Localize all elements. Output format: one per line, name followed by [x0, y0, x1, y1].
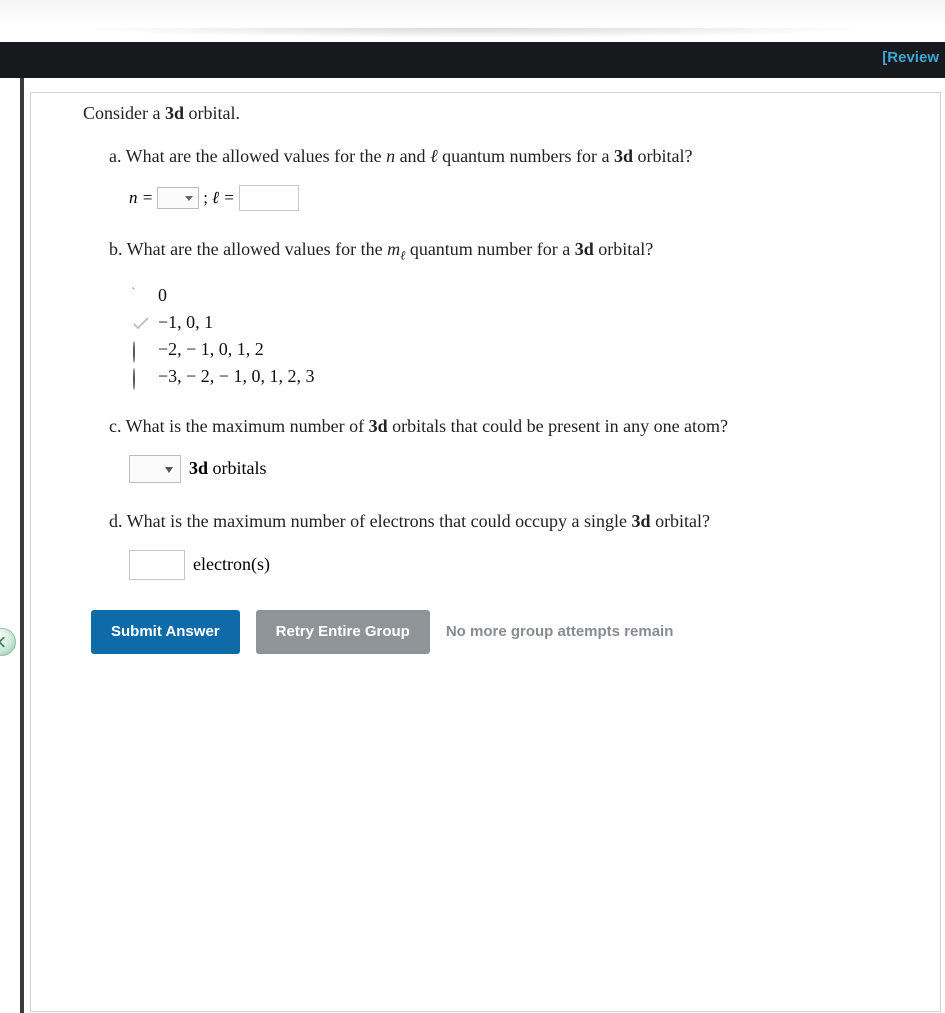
left-rail: [0, 78, 20, 1013]
pd-orb: 3d: [632, 511, 651, 531]
review-link[interactable]: [Review: [882, 49, 939, 66]
option-label: −1, 0, 1: [158, 312, 213, 333]
action-row: Submit Answer Retry Entire Group No more…: [91, 610, 912, 654]
separator: ;: [203, 188, 208, 208]
pb-t1: b. What are the allowed values for the: [109, 239, 387, 259]
orbital-unit: 3d orbitals: [189, 458, 267, 479]
pb-m: m: [387, 239, 400, 259]
radio-option-2[interactable]: −2, − 1, 0, 1, 2: [133, 336, 912, 363]
part-b-text: b. What are the allowed values for the m…: [109, 239, 912, 264]
unit-text: orbitals: [208, 458, 267, 478]
radio-option-0[interactable]: ` 0: [133, 282, 912, 309]
retry-button[interactable]: Retry Entire Group: [256, 610, 430, 654]
part-d-text: d. What is the maximum number of electro…: [109, 511, 912, 532]
orbital-count-select[interactable]: [129, 455, 181, 483]
electron-count-input[interactable]: [129, 550, 185, 580]
option-label: −2, − 1, 0, 1, 2: [158, 339, 264, 360]
pd-t1: d. What is the maximum number of electro…: [109, 511, 632, 531]
pa-n: n: [386, 146, 395, 166]
pa-orb: 3d: [614, 146, 633, 166]
pc-t2: orbitals that could be present in any on…: [388, 416, 728, 436]
radio-indicator: [133, 369, 148, 384]
pb-t2: quantum number for a: [405, 239, 574, 259]
radio-indicator: [133, 342, 148, 357]
unit-orb: 3d: [189, 458, 208, 478]
pc-orb: 3d: [369, 416, 388, 436]
pd-t2: orbital?: [651, 511, 710, 531]
radio-option-1[interactable]: −1, 0, 1: [133, 309, 912, 336]
prompt-text-end: orbital.: [184, 103, 240, 123]
pb-t3: orbital?: [594, 239, 653, 259]
part-b-options: ` 0 −1, 0, 1 −2, − 1, 0, 1, 2 −3, − 2, −…: [133, 282, 912, 390]
part-a-inputs: n = ; ℓ =: [129, 185, 912, 211]
pa-t4: orbital?: [633, 146, 692, 166]
question-panel: Consider a 3d orbital. a. What are the a…: [30, 92, 941, 1012]
prompt-text: Consider a: [83, 103, 165, 123]
pa-t2: and: [395, 146, 430, 166]
part-a-text: a. What are the allowed values for the n…: [109, 146, 912, 167]
header-shadow: [0, 28, 945, 42]
submit-button[interactable]: Submit Answer: [91, 610, 240, 654]
part-c-text: c. What is the maximum number of 3d orbi…: [109, 416, 912, 437]
radio-indicator: `: [133, 288, 148, 303]
radio-indicator: [133, 315, 148, 330]
electron-unit: electron(s): [193, 554, 270, 575]
pa-t1: a. What are the allowed values for the: [109, 146, 386, 166]
radio-option-3[interactable]: −3, − 2, − 1, 0, 1, 2, 3: [133, 363, 912, 390]
part-d-input-row: electron(s): [129, 550, 912, 580]
part-c-input-row: 3d orbitals: [129, 455, 912, 483]
n-equals-label: n =: [129, 188, 153, 208]
pa-l: ℓ: [430, 146, 438, 166]
option-label: −3, − 2, − 1, 0, 1, 2, 3: [158, 366, 314, 387]
pc-t1: c. What is the maximum number of: [109, 416, 369, 436]
pb-orb: 3d: [575, 239, 594, 259]
attempts-status: No more group attempts remain: [446, 623, 674, 640]
content-area: Consider a 3d orbital. a. What are the a…: [20, 78, 945, 1013]
chevron-left-icon: [0, 635, 9, 649]
expand-panel-button[interactable]: [0, 628, 16, 656]
top-bar: [0, 42, 945, 78]
n-select[interactable]: [157, 187, 199, 209]
pa-t3: quantum numbers for a: [438, 146, 614, 166]
prompt-orbital: 3d: [165, 103, 184, 123]
l-input[interactable]: [239, 185, 299, 211]
l-equals-label: ℓ =: [212, 188, 235, 208]
option-label: 0: [158, 285, 167, 306]
question-prompt: Consider a 3d orbital.: [83, 103, 912, 124]
